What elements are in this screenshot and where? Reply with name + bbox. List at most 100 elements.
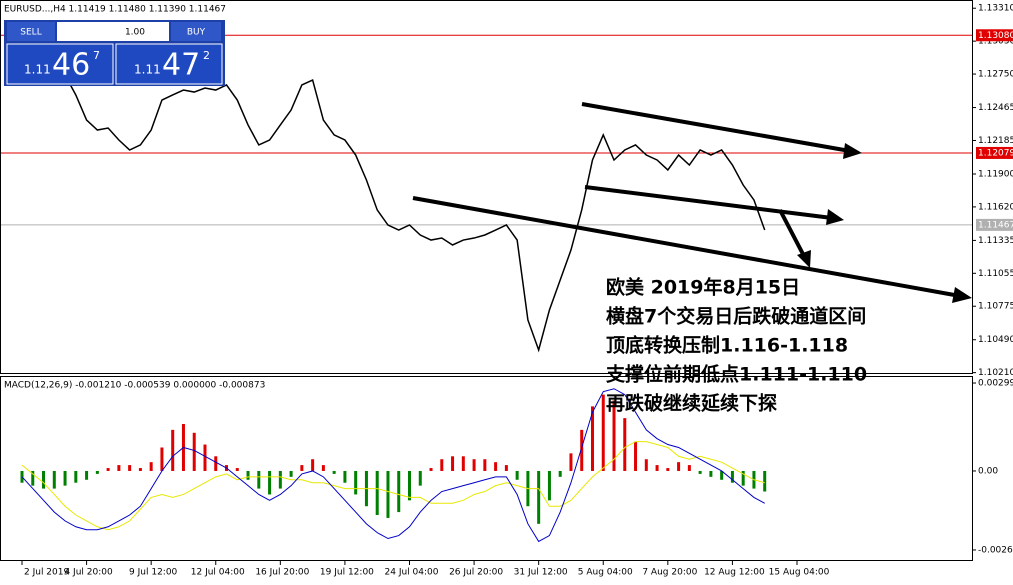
level-label-bg — [976, 29, 1013, 42]
histogram-bar — [612, 400, 616, 471]
y-tick-label: 1.11055 — [978, 269, 1013, 279]
histogram-bar — [461, 456, 465, 471]
lot-value[interactable]: 1.00 — [125, 28, 145, 38]
y-tick-label: 1.10210 — [978, 368, 1013, 378]
histogram-bar — [730, 470, 734, 483]
y-tick-label: 1.10490 — [978, 335, 1013, 345]
buy-button[interactable] — [171, 22, 221, 41]
histogram-bar — [408, 470, 411, 501]
symbol-line: EURUSD...,H4 1.11419 1.11480 1.11390 1.1… — [4, 5, 226, 15]
histogram-bar — [601, 394, 605, 471]
y-tick-label: -0.002690 — [978, 545, 1013, 555]
level-label: 1.12079 — [978, 148, 1013, 158]
histogram-bar — [203, 444, 207, 471]
lot-input[interactable] — [57, 22, 169, 41]
histogram-bar — [375, 470, 379, 516]
x-tick-label: 31 Jul 12:00 — [514, 568, 568, 578]
histogram-bar — [623, 418, 627, 471]
histogram-bar — [321, 465, 325, 471]
line — [21, 388, 765, 543]
line — [21, 49, 766, 353]
level-label-bg — [976, 146, 1013, 159]
ask-box[interactable] — [115, 43, 223, 85]
annotation: 欧美 2019年8月15日 横盘7个交易日后跌破通道区间 顶底转换压制1.116… — [605, 276, 867, 415]
histogram-bar — [677, 462, 681, 471]
histogram-bar — [85, 470, 89, 480]
x-tick-label: 12 Aug 12:00 — [704, 568, 765, 578]
histogram-bar — [655, 465, 659, 471]
histogram-bar — [763, 470, 767, 492]
y-tick-label: 1.12465 — [978, 103, 1013, 113]
histogram-bar — [171, 429, 175, 471]
arrow-heads — [797, 143, 972, 303]
histogram-bar — [63, 470, 67, 486]
y-tick-label: 1.11335 — [978, 236, 1013, 246]
histogram-bar — [537, 470, 541, 524]
histogram-bar — [644, 459, 648, 471]
bid-box[interactable] — [6, 43, 114, 85]
x-tick-label: 5 Aug 04:00 — [578, 568, 633, 578]
x-tick-label: 12 Jul 04:00 — [191, 568, 245, 578]
histogram-bar — [214, 456, 218, 471]
histogram-bar — [558, 470, 562, 477]
y-tick-label: 1.12185 — [978, 136, 1013, 146]
trend-line — [412, 196, 961, 298]
annotation-line: 再跌破继续延续下探 — [606, 392, 777, 415]
level-label: 1.11467 — [978, 220, 1013, 230]
arrow-head — [952, 287, 972, 303]
histogram-bar — [483, 459, 487, 471]
x-tick-label: 19 Jul 12:00 — [320, 568, 374, 578]
annotation-line: 欧美 2019年8月15日 — [606, 276, 800, 299]
macd-frame — [0, 376, 973, 561]
histogram-bar — [698, 470, 702, 474]
histogram-bar — [246, 470, 250, 480]
arrow-head — [843, 143, 862, 159]
y-tick-label: 1.11620 — [978, 202, 1013, 212]
histogram-bar — [149, 462, 153, 471]
histogram-bar — [311, 459, 315, 471]
y-tick-label: 1.12750 — [978, 70, 1013, 80]
y-tick-label: 1.13030 — [978, 37, 1013, 47]
buy-label[interactable]: BUY — [187, 28, 206, 38]
histogram-bar — [52, 470, 56, 489]
histogram-bar — [235, 468, 239, 471]
histogram-bar — [580, 429, 584, 471]
x-tick-label: 26 Jul 20:00 — [449, 568, 503, 578]
histogram-bar — [386, 470, 390, 518]
histogram-bar — [429, 468, 433, 471]
histogram-bar — [709, 470, 713, 477]
histogram-bar — [354, 470, 358, 495]
histogram-bar — [440, 459, 444, 471]
x-tick-label: 15 Aug 04:00 — [769, 568, 830, 578]
y-tick-label: 1.10775 — [978, 302, 1013, 312]
y-tick-label: 0.00 — [978, 466, 998, 476]
annotation-line: 支撑位前期低点1.111-1.110 — [605, 363, 867, 386]
histogram-bar — [741, 470, 745, 486]
ask-big: 1.11 — [134, 63, 161, 77]
annotation-line: 顶底转换压制1.116-1.118 — [606, 334, 848, 357]
histogram-bar — [494, 462, 498, 471]
histogram-bar — [74, 470, 78, 483]
trend-lines — [412, 102, 961, 298]
histogram-bar — [451, 456, 455, 471]
macd-title: MACD(12,26,9) -0.001210 -0.000539 0.0000… — [4, 381, 265, 391]
trend-line — [581, 102, 851, 153]
y-tick-label: 1.11900 — [978, 169, 1013, 179]
histogram-bar — [343, 470, 347, 483]
sell-label[interactable]: SELL — [20, 28, 41, 38]
sell-button[interactable] — [7, 22, 55, 41]
arrow-head — [826, 209, 844, 225]
histogram-bar — [42, 470, 46, 489]
histogram-bar — [418, 470, 422, 486]
trend-line — [778, 209, 807, 259]
price-frame — [0, 0, 973, 374]
histogram-bar — [268, 470, 272, 495]
x-tick-label: 24 Jul 04:00 — [385, 568, 439, 578]
histogram-bar — [666, 468, 670, 471]
y-tick-label: 1.13310 — [978, 4, 1013, 14]
x-tick-label: 4 Jul 20:00 — [64, 568, 113, 578]
x-tick-label: 16 Jul 20:00 — [255, 568, 309, 578]
bid-frac: 7 — [93, 49, 100, 62]
bid-pips: 46 — [52, 48, 90, 83]
annotation-line: 横盘7个交易日后跌破通道区间 — [606, 305, 866, 328]
